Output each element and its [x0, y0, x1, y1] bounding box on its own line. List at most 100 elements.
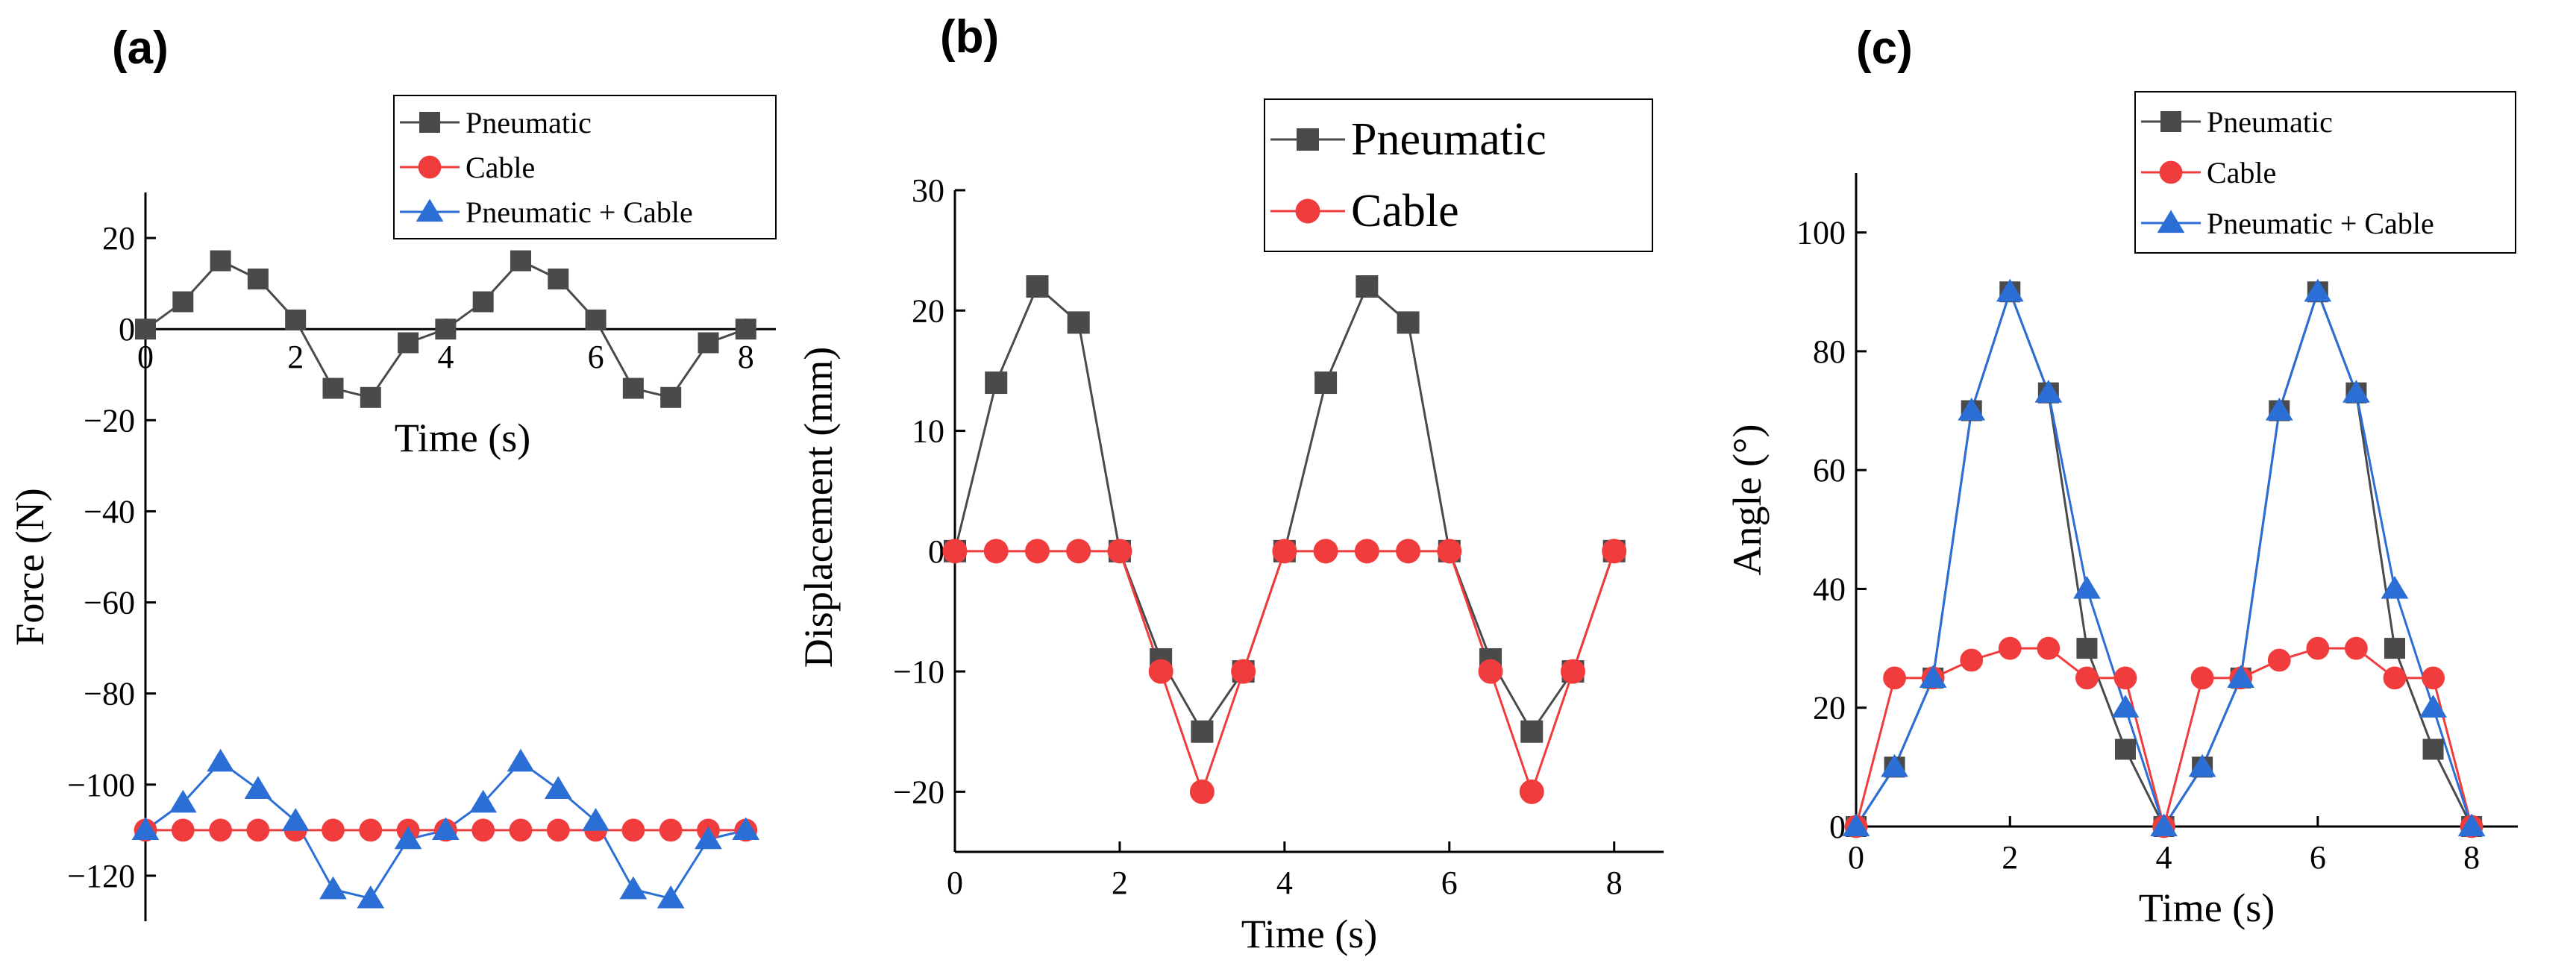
- data-point-triangle: [2265, 398, 2293, 421]
- data-point-triangle: [281, 808, 310, 831]
- legend-marker-square: [2160, 111, 2181, 132]
- data-point-circle: [1519, 779, 1544, 804]
- data-point-circle: [322, 818, 345, 842]
- data-point-triangle: [244, 776, 272, 800]
- data-point-circle: [2267, 648, 2291, 672]
- data-point-circle: [983, 539, 1009, 564]
- series-line-cable: [1855, 647, 2473, 831]
- data-point-triangle: [2227, 665, 2255, 689]
- data-point-triangle: [1958, 398, 1986, 421]
- x-tick-label: 2: [1112, 865, 1128, 901]
- x-tick-label: 8: [2463, 839, 2480, 876]
- y-tick-label: −100: [67, 767, 135, 803]
- data-point-square: [660, 386, 682, 408]
- legend-marker-triangle: [2157, 210, 2185, 233]
- data-point-circle: [2345, 636, 2368, 660]
- panel-c: (c) 0 20 40 60 80 100 0 2 4 6 8 Time (s) Angle (°) Pne…: [1725, 22, 2518, 930]
- data-point-circle: [1478, 659, 1503, 684]
- data-point-triangle: [1996, 278, 2024, 302]
- data-point-square: [1356, 275, 1379, 298]
- legend-marker-square: [419, 112, 440, 133]
- x-tick-label: 4: [2156, 839, 2172, 876]
- data-point-triangle: [2150, 813, 2178, 837]
- data-point-triangle: [507, 748, 535, 772]
- data-point-square: [585, 309, 607, 330]
- data-point-square: [285, 309, 307, 330]
- data-point-circle: [1107, 539, 1132, 564]
- series-line-pneumatic: [1855, 288, 2473, 830]
- data-point-triangle: [2111, 694, 2140, 718]
- data-point-circle: [171, 818, 195, 842]
- data-point-triangle: [2419, 694, 2447, 718]
- data-point-square: [2076, 638, 2098, 659]
- data-point-triangle: [2457, 813, 2486, 837]
- data-point-circle: [2037, 636, 2061, 660]
- x-tick-label: 0: [947, 865, 963, 901]
- data-point-circle: [1066, 539, 1091, 564]
- data-point-triangle: [169, 789, 197, 813]
- x-tick-label: 0: [1848, 839, 1864, 876]
- y-axis-title: Displacement (mm): [796, 347, 841, 668]
- y-tick-label: 20: [1813, 690, 1846, 727]
- legend: Pneumatic Cable Pneumatic + Cable: [2134, 91, 2516, 254]
- data-point-square: [172, 291, 194, 313]
- data-point-square: [548, 269, 569, 290]
- data-point-circle: [1354, 539, 1379, 564]
- data-point-square: [1191, 720, 1214, 743]
- y-tick-label: 100: [1796, 215, 1846, 251]
- y-tick-label: 0: [119, 311, 135, 348]
- data-point-circle: [1998, 636, 2022, 660]
- data-point-triangle: [2342, 380, 2370, 403]
- data-point-square: [1067, 311, 1090, 334]
- data-point-triangle: [319, 876, 347, 900]
- data-point-circle: [359, 818, 383, 842]
- y-tick-label: 10: [912, 413, 944, 450]
- legend-label: Pneumatic: [1351, 114, 1546, 165]
- data-point-square: [322, 377, 344, 399]
- data-point-circle: [509, 818, 533, 842]
- y-tick-label: 40: [1813, 571, 1846, 607]
- legend-marker-triangle: [416, 198, 444, 222]
- legend-marker-circle: [1295, 198, 1320, 224]
- data-point-square: [1314, 371, 1338, 395]
- data-point-circle: [659, 818, 683, 842]
- x-tick-label: 4: [437, 339, 454, 375]
- data-point-circle: [2422, 666, 2445, 690]
- series-line-pneumatic: [953, 284, 1616, 734]
- x-tick-label: 6: [2310, 839, 2326, 876]
- x-tick-label: 0: [137, 339, 154, 375]
- data-point-circle: [1272, 539, 1297, 564]
- data-point-square: [1520, 720, 1544, 743]
- data-point-square: [247, 269, 269, 290]
- data-point-circle: [246, 818, 270, 842]
- data-point-square: [472, 291, 494, 313]
- data-point-square: [2422, 738, 2444, 760]
- data-point-square: [985, 371, 1008, 395]
- x-tick-label: 6: [588, 339, 604, 375]
- y-tick-label: −20: [893, 774, 944, 810]
- y-tick-label: 80: [1813, 333, 1846, 370]
- data-point-square: [210, 250, 231, 272]
- data-point-triangle: [357, 885, 385, 909]
- x-axis-title: Time (s): [2139, 885, 2275, 930]
- data-point-circle: [1189, 779, 1215, 804]
- data-point-circle: [471, 818, 495, 842]
- x-tick-label: 8: [1606, 865, 1623, 901]
- data-point-square: [622, 377, 644, 399]
- legend-label: Pneumatic: [466, 106, 592, 139]
- panel-label: (a): [112, 22, 169, 74]
- data-point-triangle: [394, 826, 422, 850]
- data-point-square: [135, 319, 156, 340]
- data-point-circle: [2113, 666, 2137, 690]
- data-point-square: [510, 250, 531, 272]
- data-point-circle: [2306, 636, 2330, 660]
- data-point-square: [1026, 275, 1049, 298]
- data-point-circle: [1560, 659, 1585, 684]
- data-point-circle: [2190, 666, 2214, 690]
- y-tick-label: −20: [84, 402, 135, 439]
- y-tick-label: −80: [84, 676, 135, 712]
- panel-b: (b) 30 20 10 0 −10 −20 0 2 4 6 8 Time (s) Displacemen…: [796, 11, 1664, 956]
- data-point-square: [398, 332, 419, 354]
